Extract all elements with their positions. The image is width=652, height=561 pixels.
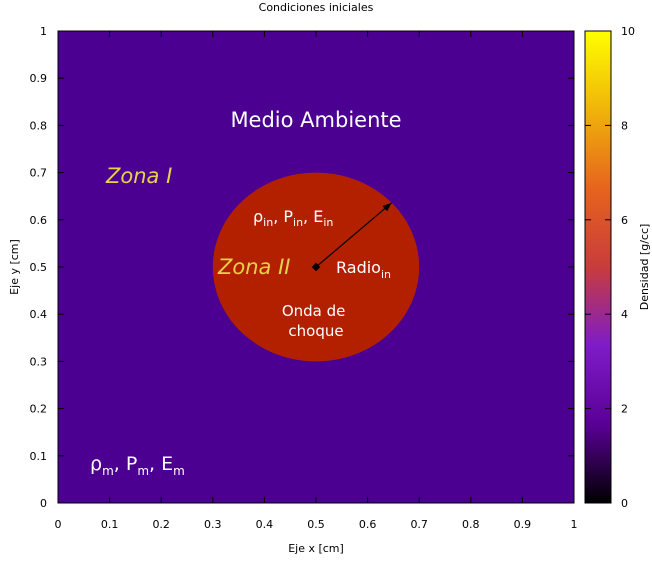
y-axis-label: Eje y [cm] [8, 239, 21, 295]
y-tick-label: 0.3 [30, 355, 48, 368]
radius-arrow [315, 202, 393, 268]
colorbar-tick-label: 4 [621, 308, 628, 321]
x-tick-label: 0.6 [359, 518, 377, 531]
colorbar-tick-label: 10 [621, 25, 635, 38]
x-tick-label: 0.9 [514, 518, 532, 531]
zona-1-label: Zona I [105, 164, 172, 188]
colorbar-tick-label: 0 [621, 497, 628, 510]
x-tick-label: 0.7 [410, 518, 428, 531]
y-tick-label: 0.5 [30, 261, 48, 274]
colorbar-ticks: 0 2 4 6 8 10 [585, 25, 635, 510]
x-tick-label: 0.2 [152, 518, 170, 531]
medio-ambiente-label: Medio Ambiente [230, 108, 401, 132]
y-tick-label: 0.1 [30, 450, 48, 463]
x-tick-label: 0 [55, 518, 62, 531]
y-tick-label: 0.4 [30, 308, 48, 321]
radius-arrowhead [382, 202, 392, 212]
y-tick-label: 0 [40, 497, 47, 510]
y-tick-label: 1 [40, 25, 47, 38]
colorbar-tick-label: 2 [621, 403, 628, 416]
ambient-params-label: ρm, Pm, Em [90, 453, 185, 478]
colorbar-label: Densidad [g/cc] [638, 224, 651, 311]
colorbar-tick-label: 6 [621, 214, 628, 227]
y-tick-label: 0.6 [30, 214, 48, 227]
x-tick-label: 1 [571, 518, 578, 531]
x-tick-label: 0.5 [307, 518, 325, 531]
x-tick-label: 0.4 [256, 518, 274, 531]
inner-params-label: ρin, Pin, Ein [253, 207, 333, 229]
center-marker [311, 262, 321, 272]
y-tick-label: 0.8 [30, 119, 48, 132]
y-tick-label: 0.9 [30, 72, 48, 85]
chart-title: Condiciones iniciales [259, 1, 374, 14]
x-axis-label: Eje x [cm] [288, 542, 344, 555]
zona-2-label: Zona II [217, 255, 290, 279]
radio-label: Radioin [336, 258, 391, 281]
colorbar [584, 30, 612, 504]
x-tick-label: 0.3 [204, 518, 222, 531]
y-tick-label: 0.7 [30, 167, 48, 180]
x-tick-label: 0.1 [101, 518, 119, 531]
x-tick-label: 0.8 [462, 518, 480, 531]
axis-ticks: 0 0.1 0.2 0.3 0.4 0.5 0.6 0.7 0.8 0.9 1 0 0.1 0.2 0.3 0… [30, 25, 578, 531]
y-tick-label: 0.2 [30, 403, 48, 416]
onda-de-choque-label: Onda de choque [282, 302, 350, 340]
colorbar-tick-label: 8 [621, 119, 628, 132]
